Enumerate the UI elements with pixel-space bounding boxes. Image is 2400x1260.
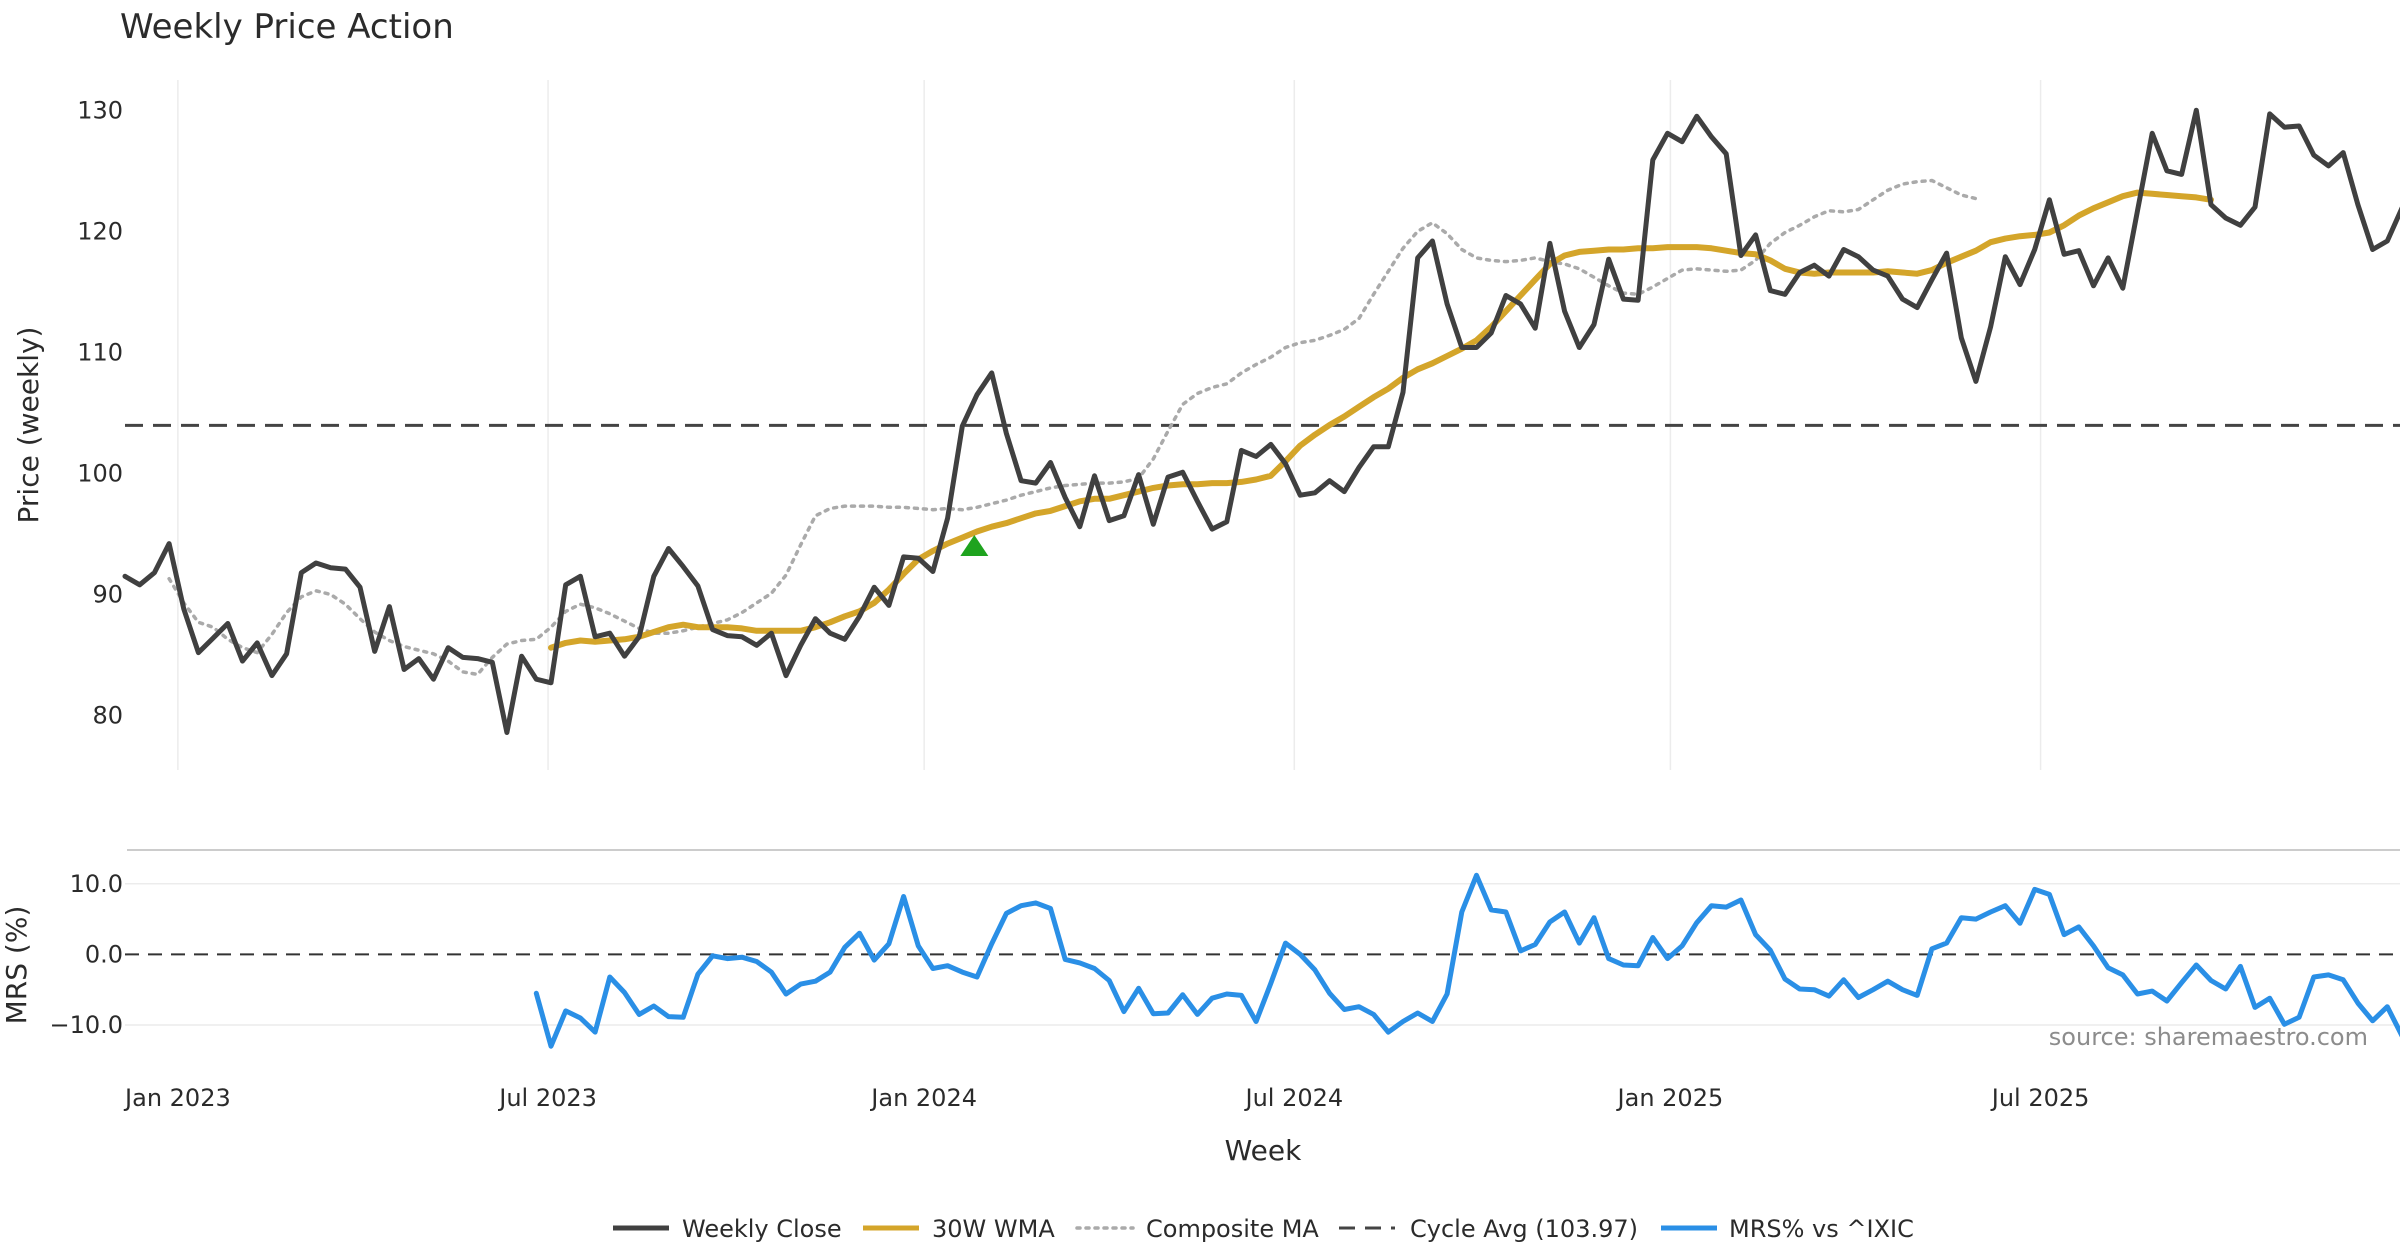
legend-label-cycle-avg: Cycle Avg (103.97) (1410, 1215, 1638, 1243)
price-ytick-130: 130 (77, 96, 123, 124)
legend-label-composite-ma: Composite MA (1146, 1215, 1319, 1243)
xtick-1: Jul 2023 (497, 1084, 597, 1112)
legend-label-mrs: MRS% vs ^IXIC (1729, 1215, 1914, 1243)
buy-signal-marker (960, 535, 989, 557)
xtick-3: Jul 2024 (1243, 1084, 1343, 1112)
chart-title: Weekly Price Action (120, 7, 454, 47)
legend-item-weekly-close: Weekly Close (613, 1215, 842, 1243)
price-y-axis-label: Price (weekly) (12, 327, 45, 524)
composite-ma-line (167, 178, 1978, 677)
price-ytick-100: 100 (77, 459, 123, 487)
xtick-5: Jul 2025 (1990, 1084, 2090, 1112)
legend-item-composite-ma: Composite MA (1075, 1215, 1319, 1243)
mrs-line (533, 872, 2400, 1049)
legend-item-30w-wma: 30W WMA (863, 1215, 1055, 1243)
mrs-ytick-1: 0.0 (85, 940, 123, 968)
x-axis-ticks: Jan 2023 Jul 2023 Jan 2024 Jul 2024 Jan 2025… (123, 1084, 2089, 1112)
legend: Weekly Close 30W WMA Composite MA Cycle … (613, 1215, 1914, 1243)
price-ytick-90: 90 (92, 580, 123, 608)
mrs-y-axis-label: MRS (%) (0, 906, 33, 1025)
mrs-series (533, 872, 2400, 1049)
mrs-grid (125, 883, 2400, 1026)
x-axis-label: Week (1225, 1134, 1302, 1167)
legend-label-weekly-close: Weekly Close (682, 1215, 842, 1243)
wma-30w-line (548, 189, 2214, 651)
mrs-y-ticks: 10.0 0.0 −10.0 (49, 870, 123, 1039)
mrs-ytick-2: −10.0 (49, 1011, 123, 1039)
legend-item-mrs: MRS% vs ^IXIC (1661, 1215, 1914, 1243)
mrs-ytick-0: 10.0 (70, 870, 123, 898)
price-ytick-120: 120 (77, 217, 123, 245)
xtick-4: Jan 2025 (1616, 1084, 1724, 1112)
price-ytick-110: 110 (77, 338, 123, 366)
price-y-ticks: 80 90 100 110 120 130 (77, 96, 123, 729)
mrs-panel: 10.0 0.0 −10.0 MRS (%) source: sharemaestr… (0, 849, 2400, 1051)
price-ytick-80: 80 (92, 702, 123, 730)
xtick-2: Jan 2024 (869, 1084, 977, 1112)
legend-item-cycle-avg: Cycle Avg (103.97) (1339, 1215, 1638, 1243)
source-label: source: sharemaestro.com (2049, 1023, 2368, 1051)
legend-label-30w-wma: 30W WMA (932, 1215, 1055, 1243)
xtick-0: Jan 2023 (123, 1084, 231, 1112)
price-panel: 80 90 100 110 120 130 Price (weekly) (12, 80, 2400, 770)
weekly-close-line (122, 107, 2400, 735)
price-series (122, 107, 2400, 735)
